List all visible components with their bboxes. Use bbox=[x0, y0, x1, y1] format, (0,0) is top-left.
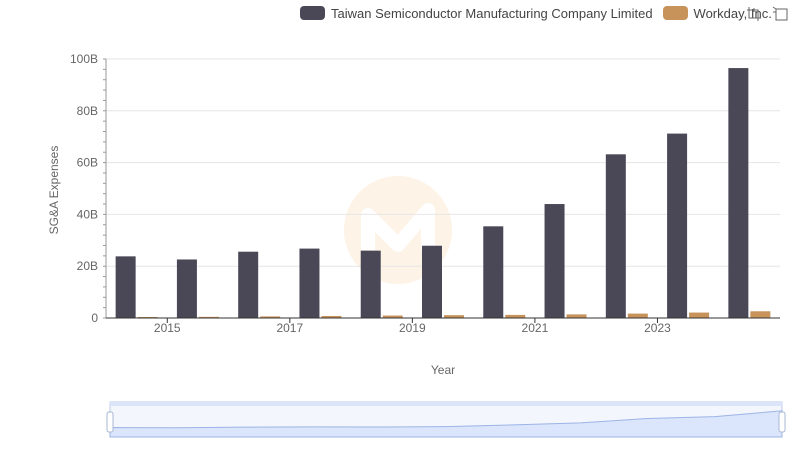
x-tick-label: 2021 bbox=[522, 321, 549, 335]
bar-workday bbox=[444, 315, 464, 318]
legend-label-workday: Workday, Inc. bbox=[693, 5, 772, 21]
bar-workday bbox=[198, 316, 219, 318]
legend: Taiwan Semiconductor Manufacturing Compa… bbox=[300, 4, 772, 22]
legend-item-workday[interactable]: Workday, Inc. bbox=[662, 5, 772, 21]
x-tick-label: 2015 bbox=[154, 321, 181, 335]
bar-tsmc bbox=[176, 259, 197, 318]
bar-workday bbox=[260, 316, 281, 318]
restore-icon[interactable] bbox=[772, 6, 788, 22]
legend-swatch-tsmc bbox=[300, 6, 325, 20]
toolbox bbox=[746, 6, 788, 22]
x-tick-label: 2019 bbox=[399, 321, 426, 335]
zoom-icon[interactable] bbox=[746, 6, 762, 22]
bar-tsmc bbox=[667, 133, 688, 318]
legend-swatch-workday bbox=[662, 6, 688, 20]
y-tick-label: 100B bbox=[70, 52, 98, 66]
bar-tsmc bbox=[728, 68, 749, 318]
x-tick-label: 2023 bbox=[644, 321, 671, 335]
bar-tsmc bbox=[544, 204, 565, 318]
bar-tsmc bbox=[483, 226, 504, 318]
bar-workday bbox=[627, 313, 648, 318]
zoom-slider-handle-left[interactable] bbox=[106, 411, 114, 433]
bar-workday bbox=[321, 315, 342, 318]
bar-tsmc bbox=[299, 248, 320, 318]
bar-tsmc bbox=[115, 256, 136, 318]
y-tick-label: 0 bbox=[91, 311, 98, 325]
x-axis-title: Year bbox=[430, 363, 456, 377]
y-tick-label: 20B bbox=[77, 259, 98, 273]
bar-tsmc bbox=[238, 251, 259, 318]
bar-workday bbox=[566, 314, 587, 318]
legend-item-tsmc[interactable]: Taiwan Semiconductor Manufacturing Compa… bbox=[300, 6, 653, 21]
y-tick-label: 40B bbox=[77, 207, 98, 221]
bar-tsmc bbox=[360, 250, 381, 318]
y-tick-label: 80B bbox=[77, 104, 98, 118]
x-tick-label: 2017 bbox=[276, 321, 303, 335]
bar-workday bbox=[505, 314, 526, 318]
y-tick-label: 60B bbox=[77, 156, 98, 170]
y-axis-title: SG&A Expenses bbox=[47, 145, 61, 235]
bar-workday bbox=[382, 315, 403, 318]
bar-tsmc bbox=[422, 245, 442, 318]
bar-workday bbox=[689, 312, 710, 318]
zoom-slider-bar bbox=[110, 401, 782, 406]
zoom-slider-handle-right[interactable] bbox=[778, 411, 786, 433]
legend-label-tsmc: Taiwan Semiconductor Manufacturing Compa… bbox=[331, 5, 653, 21]
bar-tsmc bbox=[605, 154, 626, 318]
bar-workday bbox=[750, 311, 771, 318]
zoom-slider-preview bbox=[109, 410, 783, 438]
